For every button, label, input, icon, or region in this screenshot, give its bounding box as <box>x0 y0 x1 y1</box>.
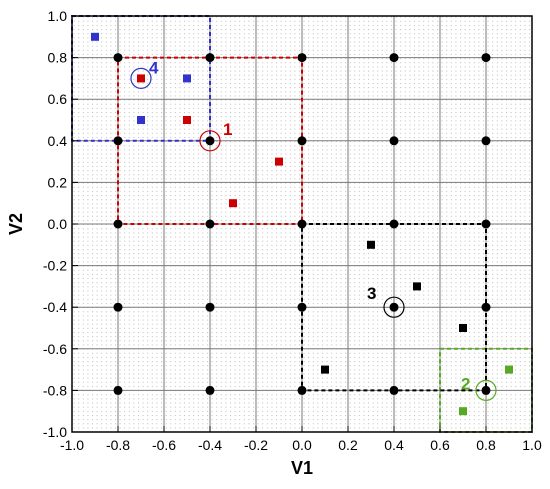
x-tick-label: 0.4 <box>384 437 404 453</box>
x-tick-label: -1.0 <box>60 437 84 453</box>
data-point <box>459 407 467 416</box>
grid-node <box>481 302 491 312</box>
grid-node <box>297 385 307 395</box>
data-point <box>275 157 283 166</box>
grid-node <box>205 136 215 146</box>
grid-node <box>389 385 399 395</box>
region-2-highlight <box>475 379 497 401</box>
grid-node <box>389 53 399 63</box>
region-4-label: 4 <box>149 58 159 77</box>
data-point <box>183 74 191 83</box>
data-point <box>183 116 191 124</box>
grid-node <box>297 219 307 229</box>
data-point <box>321 365 329 374</box>
y-tick-label: 0.6 <box>48 91 68 107</box>
grid-node <box>481 219 491 229</box>
grid-node <box>297 302 307 312</box>
grid-node <box>205 302 215 312</box>
grid-node <box>481 136 491 146</box>
grid-node <box>205 385 215 395</box>
grid-node <box>389 302 399 312</box>
grid-node <box>389 219 399 229</box>
region-labels: 1 2 3 4 <box>130 58 497 401</box>
data-point <box>459 324 467 332</box>
x-tick-label: 0.0 <box>292 437 312 453</box>
grid-nodes <box>113 53 491 395</box>
grid-node <box>113 302 123 312</box>
grid-node <box>297 136 307 146</box>
grid-node <box>481 53 491 63</box>
y-tick-label: -0.8 <box>43 382 67 398</box>
x-tick-label: 0.8 <box>476 437 496 453</box>
data-point <box>91 32 99 41</box>
grid-node <box>205 53 215 63</box>
y-axis-ticks: -1.0 -0.8 -0.6 -0.4 -0.2 0.0 0.2 0.4 0.6 0.8 1.0 <box>43 8 78 440</box>
grid-node <box>113 385 123 395</box>
x-tick-label: 1.0 <box>522 437 542 453</box>
region-3-label: 3 <box>367 284 376 303</box>
y-tick-label: -0.6 <box>43 341 67 357</box>
x-axis-label: V1 <box>291 458 313 478</box>
x-tick-label: -0.4 <box>198 437 222 453</box>
grid-node <box>113 53 123 63</box>
x-tick-label: 0.6 <box>430 437 450 453</box>
data-point <box>505 365 513 374</box>
x-tick-label: -0.8 <box>106 437 130 453</box>
region-1-label: 1 <box>223 120 232 139</box>
data-points <box>91 32 513 416</box>
region-2-label: 2 <box>461 374 470 393</box>
grid-node <box>205 219 215 229</box>
region-1-highlight <box>199 130 221 152</box>
data-point <box>413 282 421 291</box>
region-4-highlight <box>130 67 152 90</box>
grid-node <box>297 53 307 63</box>
y-tick-label: 0.0 <box>48 216 68 232</box>
y-tick-label: 1.0 <box>48 8 68 24</box>
y-tick-label: -0.4 <box>43 299 67 315</box>
data-point <box>229 199 237 208</box>
x-tick-label: 0.2 <box>338 437 358 453</box>
y-tick-label: -1.0 <box>43 424 67 440</box>
y-tick-label: -0.2 <box>43 258 67 274</box>
y-tick-label: 0.2 <box>48 174 68 190</box>
data-point <box>137 74 145 83</box>
x-tick-label: -0.2 <box>244 437 268 453</box>
grid-node <box>113 219 123 229</box>
grid-node <box>481 385 491 395</box>
y-tick-label: 0.8 <box>48 50 68 66</box>
region-3-highlight <box>383 296 405 318</box>
y-tick-label: 0.4 <box>48 133 68 149</box>
data-point <box>367 240 375 249</box>
grid-node <box>113 136 123 146</box>
x-axis-ticks: -1.0 -0.8 -0.6 -0.4 -0.2 0.0 0.2 0.4 0.6 0.8 1.0 <box>60 426 542 453</box>
x-tick-label: -0.6 <box>152 437 176 453</box>
y-axis-label: V2 <box>6 213 26 235</box>
grid-node <box>389 136 399 146</box>
data-point <box>137 116 145 124</box>
